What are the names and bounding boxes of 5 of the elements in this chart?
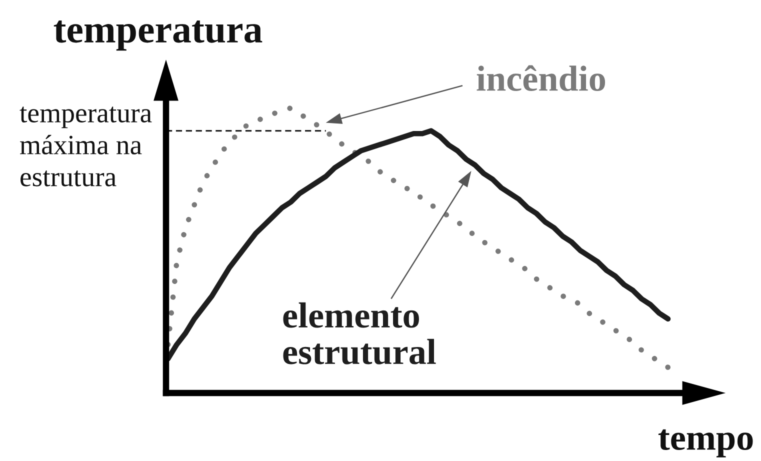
series-label: elemento estrutural [283,302,436,364]
text: incêndio [476,65,606,92]
y-axis-title: temperatura [54,20,262,51]
x-axis-title: tempo [658,429,753,458]
ref-line-label: temperatura máxima na estrutura [20,106,152,186]
